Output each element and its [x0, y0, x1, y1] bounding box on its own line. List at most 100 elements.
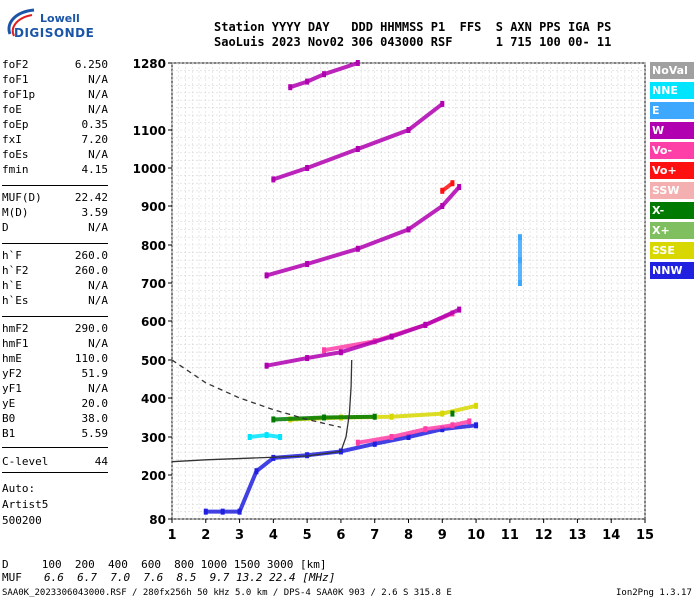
trace-band — [305, 147, 360, 170]
auto-artist: Artist5 — [2, 498, 49, 511]
param-value: 22.42 — [74, 191, 108, 204]
trace-band — [440, 185, 462, 208]
param-value: N/A — [88, 148, 108, 161]
param-name: hmE — [2, 352, 22, 365]
param-name: h`E — [2, 279, 22, 292]
y-tick-label: 1100 — [133, 124, 166, 138]
param-name: M(D) — [2, 206, 29, 219]
param-value: 7.20 — [81, 133, 109, 146]
x-tick-label: 4 — [269, 528, 278, 543]
trace-band — [406, 101, 445, 132]
trace-band — [389, 322, 428, 339]
data-point — [457, 184, 462, 190]
trace-band — [305, 350, 343, 361]
logo-swoosh — [7, 8, 35, 37]
param-value: N/A — [88, 279, 108, 292]
param-name: foEs — [2, 148, 29, 161]
param-name: yF2 — [2, 367, 22, 380]
header-labels: Station YYYY DAY DDD HHMMSS P1 FFS S AXN… — [214, 20, 612, 34]
param-value: N/A — [88, 103, 108, 116]
param-value: 0.35 — [81, 118, 109, 131]
trace-band — [338, 441, 377, 454]
trace-band — [389, 427, 428, 439]
x-tick-label: 8 — [404, 528, 413, 543]
data-point — [457, 306, 462, 313]
param-name: fmin — [2, 163, 29, 176]
trace-band — [271, 166, 310, 182]
param-row: hmF2 290.0 — [2, 322, 108, 336]
param-row: h`F2 260.0 — [2, 264, 108, 278]
legend-item: E — [650, 102, 694, 119]
y-tick-label: 600 — [141, 315, 166, 329]
data-point — [450, 180, 455, 187]
param-value: 38.0 — [81, 412, 109, 425]
param-row: foF1p N/A — [2, 88, 108, 102]
param-value: 110.0 — [74, 352, 108, 365]
dashed-trace-line — [171, 359, 342, 428]
trace-band — [355, 435, 394, 445]
trace-band — [288, 79, 310, 90]
y-tick-label: 900 — [141, 200, 166, 214]
data-point — [517, 234, 522, 241]
param-name: foF1p — [2, 88, 36, 101]
legend-item: W — [650, 122, 694, 139]
trace-band — [440, 403, 479, 416]
param-name: foF2 — [2, 58, 29, 71]
trace-band — [322, 61, 360, 77]
param-value: 4.15 — [81, 163, 109, 176]
param-row: foE N/A — [2, 103, 108, 117]
param-row: MUF(D) 22.42 — [2, 191, 108, 205]
trace-band — [355, 128, 411, 151]
muf-values: 6.6 6.7 7.0 7.6 8.5 9.7 13.2 22.4 [MHz] — [44, 571, 336, 584]
profile-line — [171, 359, 353, 463]
param-name: h`F — [2, 249, 22, 262]
y-tick-label: 800 — [141, 239, 166, 253]
x-tick-label: 14 — [602, 528, 620, 543]
y-tick-label: 1280 — [133, 57, 166, 71]
auto-label: Auto: — [2, 482, 36, 495]
legend-item: NNW — [650, 262, 694, 279]
trace-band — [247, 433, 269, 439]
trace-band — [254, 455, 276, 474]
trace-band — [406, 204, 445, 232]
param-separator — [2, 243, 108, 244]
param-row: foEs N/A — [2, 148, 108, 162]
x-tick-label: 1 — [167, 528, 176, 543]
param-name: hmF2 — [2, 322, 29, 335]
legend-item: NoVal — [650, 62, 694, 79]
x-tick-label: 15 — [636, 528, 654, 543]
trace-band — [423, 307, 462, 327]
param-name: yF1 — [2, 382, 22, 395]
x-tick-label: 2 — [201, 528, 210, 543]
trace-band — [271, 415, 327, 422]
file-info: SAA0K_2023306043000.RSF / 280fx256h 50 k… — [2, 588, 452, 598]
x-tick-label: 12 — [535, 528, 553, 543]
param-name: B0 — [2, 412, 16, 425]
param-name: foEp — [2, 118, 29, 131]
logo-text-digisonde: DIGISONDE — [14, 26, 95, 40]
trace-band — [406, 427, 445, 439]
data-point — [450, 410, 455, 417]
trace-band — [423, 423, 455, 432]
data-point — [372, 413, 377, 420]
y-tick-label: 500 — [141, 354, 166, 368]
legend-item: SSW — [650, 182, 694, 199]
x-tick-label: 13 — [568, 528, 586, 543]
param-row: D N/A — [2, 221, 108, 235]
param-name: MUF(D) — [2, 191, 42, 204]
y-tick-label: 200 — [141, 469, 166, 483]
param-name: fxI — [2, 133, 22, 146]
param-row: hmE 110.0 — [2, 352, 108, 366]
legend-item: SSE — [650, 242, 694, 259]
digisonde-logo — [4, 6, 84, 40]
param-row: yE 20.0 — [2, 397, 108, 411]
legend-item: Vo+ — [650, 162, 694, 179]
y-tick-label: 80 — [149, 513, 166, 527]
param-name: B1 — [2, 427, 16, 440]
param-row: M(D) 3.59 — [2, 206, 108, 220]
param-row: yF1 N/A — [2, 382, 108, 396]
distance-row: D 100 200 400 600 800 1000 1500 3000 [km… — [2, 558, 327, 571]
logo-text-lowell: Lowell — [40, 12, 80, 25]
trace-band — [305, 72, 327, 84]
x-tick-label: 3 — [235, 528, 244, 543]
